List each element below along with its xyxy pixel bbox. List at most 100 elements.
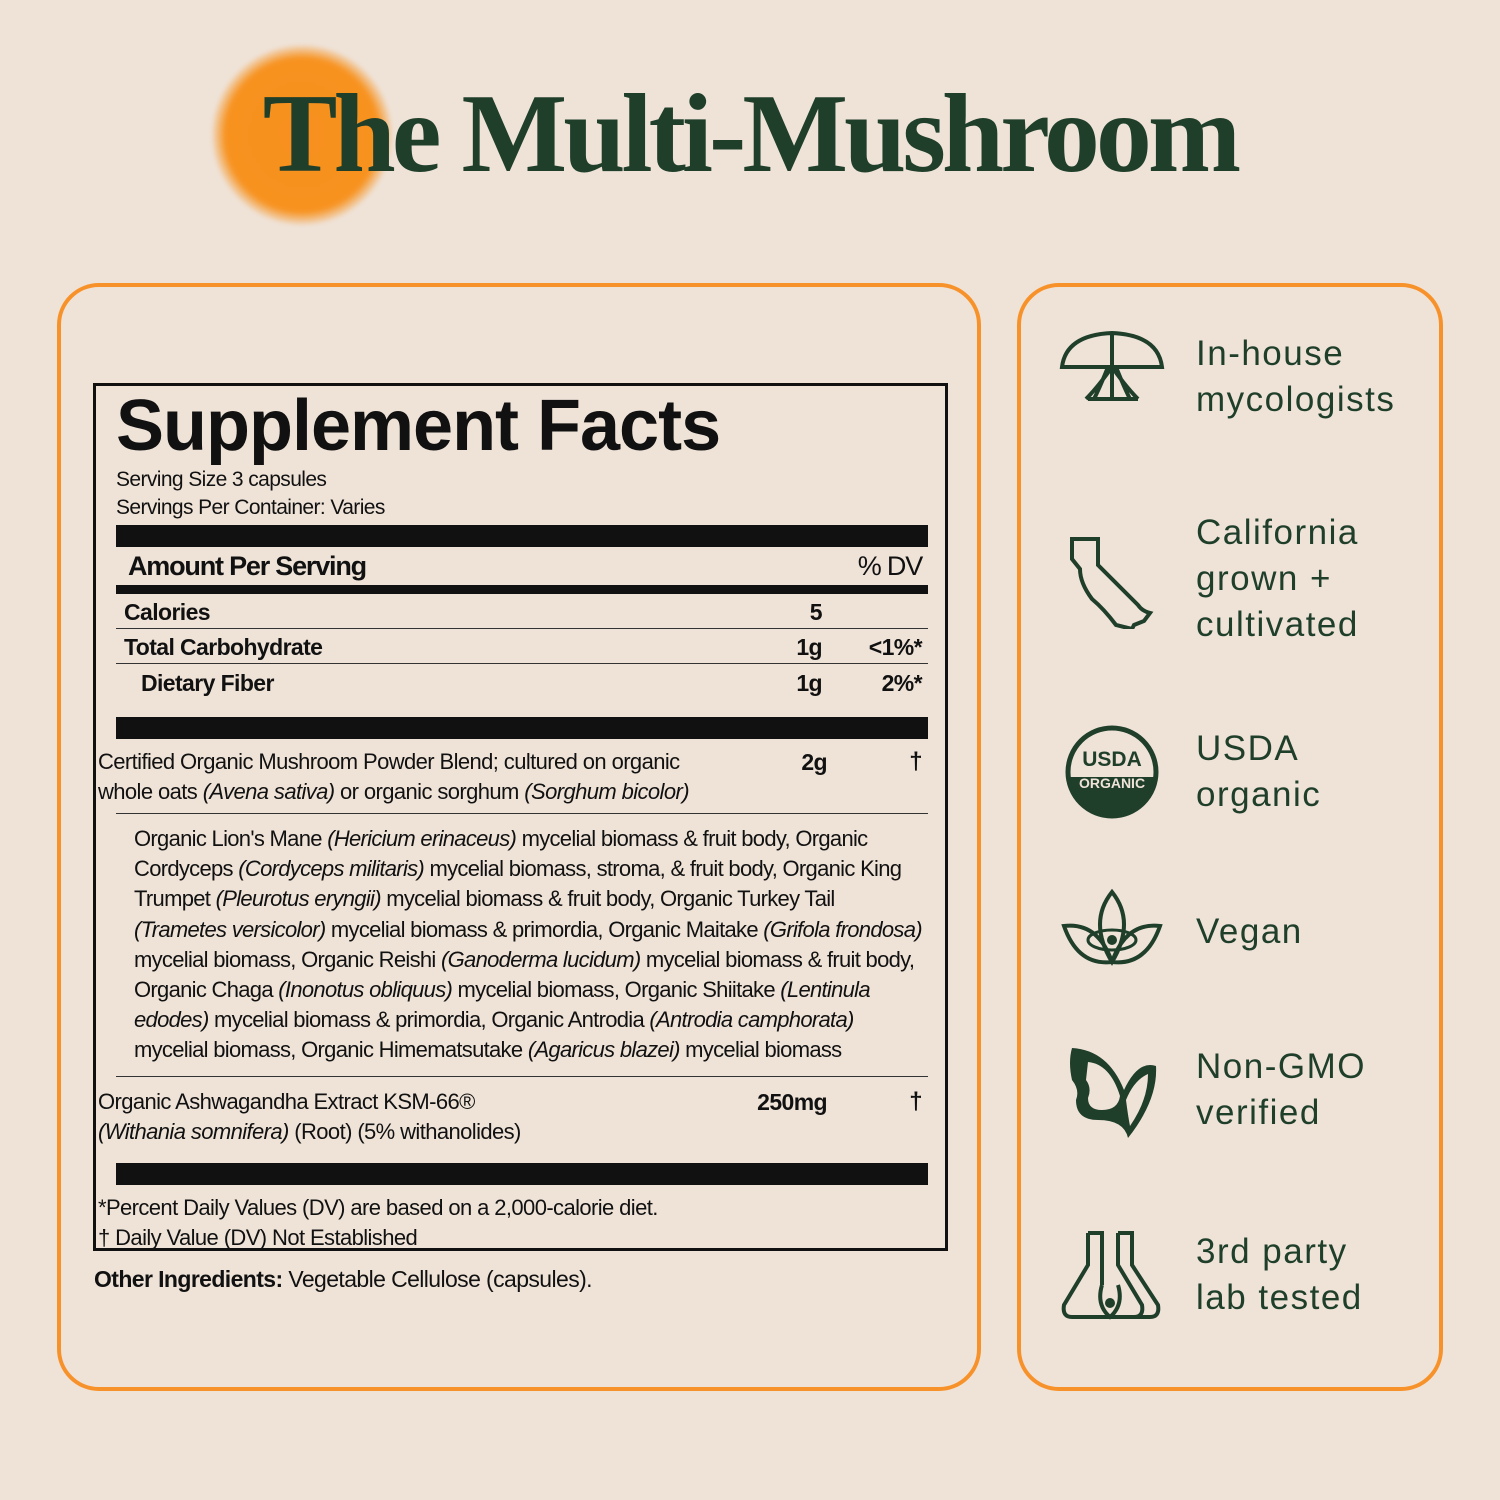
facts-row: Total Carbohydrate 1g <1%* [116,629,928,664]
other-ingredients-label: Other Ingredients: [94,1266,283,1292]
facts-row: Dietary Fiber 1g 2%* [116,664,928,699]
butterfly-icon [1070,1048,1157,1138]
features-card [1017,283,1443,1391]
feature-item: In-house mycologists [1058,327,1416,427]
divider [116,585,928,594]
svg-text:USDA: USDA [1082,748,1142,771]
servings-per-container: Servings Per Container: Varies [116,496,385,519]
svg-text:ORGANIC: ORGANIC [1079,775,1145,791]
feature-item: Vegan [1058,882,1416,982]
feature-label: California grown + cultivated [1196,510,1416,648]
text-segment: (Hericium erinaceus) [327,826,517,851]
nutrient-name: Dietary Fiber [141,670,274,696]
nutrient-dv: <1%* [868,634,923,660]
text-segment: (Sorghum bicolor) [524,779,689,804]
lotus-icon [1061,888,1163,966]
divider [116,525,928,547]
text-segment: Organic Lion's Mane [134,826,328,851]
amount-per-serving: Amount Per Serving [128,551,367,581]
blend-detail: Organic Lion's Mane (Hericium erinaceus)… [116,813,928,1077]
text-segment: mycelial biomass, stroma, & fruit body, … [134,856,902,912]
feature-label-line: mycologists [1196,380,1396,419]
ashwagandha-row: Organic Ashwagandha Extract KSM-66® (With… [98,1077,928,1153]
footnote-dv: *Percent Daily Values (DV) are based on … [98,1194,658,1220]
feature-label-line: organic [1196,775,1322,814]
feature-label-line: lab tested [1196,1278,1363,1317]
text-segment: (Ganoderma lucidum) [441,946,641,972]
text-segment: (Antrodia camphorata) [649,1007,854,1033]
dv-header: % DV [857,551,923,581]
supplement-card [57,283,981,1391]
feature-label-line: verified [1196,1093,1321,1132]
text-segment: mycelial biomass & fruit body, Organic C… [134,826,868,882]
feature-label: Non-GMO verified [1196,1044,1416,1136]
ashwagandha-dv: † [909,1087,922,1115]
feature-label-line: grown + [1196,559,1332,598]
feature-item: Non-GMO verified [1058,1040,1416,1140]
feature-label-line: 3rd party [1196,1232,1348,1271]
other-ingredients-value: Vegetable Cellulose (capsules). [282,1266,592,1292]
feature-label: In-house mycologists [1196,331,1416,423]
footnote-dagger: † Daily Value (DV) Not Established [98,1224,418,1250]
text-segment: (Lentinula edodes) [134,977,871,1033]
nutrient-amount: 5 [809,599,823,625]
feature-label: USDA organic [1196,726,1416,818]
feature-label: Vegan [1196,909,1416,955]
serving-size: Serving Size 3 capsules [116,468,327,491]
feature-label-line: cultivated [1196,605,1359,644]
text-segment: mycelial biomass, Organic Reishi [134,946,442,972]
facts-heading: Supplement Facts [116,386,721,466]
page-title: The Multi-Mushroom [262,72,1241,196]
amount-header: Amount Per Serving % DV [116,547,928,585]
feature-label-line: Vegan [1196,912,1303,951]
feature-label: 3rd party lab tested [1196,1229,1416,1321]
feature-label-line: In-house [1196,334,1345,373]
text-segment: (Cordyceps militaris) [238,856,425,882]
text-segment: (Trametes versicolor) [134,916,326,942]
text-segment: mycelial biomass [679,1037,842,1063]
other-ingredients: Other Ingredients: Vegetable Cellulose (… [94,1266,593,1293]
text-segment: Certified Organic Mushroom Powder Blend;… [98,749,680,804]
text-segment: (Withania somnifera) [98,1118,289,1144]
nutrient-name: Calories [124,599,211,625]
usda-organic-seal-icon: USDA ORGANIC [1065,725,1159,819]
blend-name: Certified Organic Mushroom Powder Blend;… [98,747,727,807]
divider [116,1162,928,1185]
feature-item: USDA ORGANIC USDA organic [1058,722,1416,822]
text-segment: (Grifola frondosa) [763,916,922,942]
text-segment: mycelial biomass & fruit body, Organic C… [134,946,915,1003]
feature-label-line: California [1196,513,1359,552]
supplement-facts-label: Supplement Facts Serving Size 3 capsules… [93,383,948,1251]
text-segment: mycelial biomass & primordia, Organic An… [208,1007,650,1033]
ashwagandha-name: Organic Ashwagandha Extract KSM-66® (With… [98,1087,727,1147]
blend-row: Certified Organic Mushroom Powder Blend;… [98,739,928,813]
ashwagandha-amount: 250mg [757,1088,827,1115]
text-segment: (Agaricus blazei) [527,1037,681,1063]
blend-amount: 2g [801,749,827,775]
nutrient-amount: 1g [796,634,822,660]
flask-icon [1061,1231,1161,1320]
text-segment: (Root) (5% withanolides) [288,1118,521,1144]
text-segment: (Inonotus obliquus) [278,977,453,1003]
text-segment: mycelial biomass & primordia, Organic Ma… [325,916,764,942]
sun-decoration [212,45,392,225]
feature-label-line: Non-GMO [1196,1047,1366,1086]
blend-dv: † [909,748,922,775]
feature-label-line: USDA [1196,729,1300,768]
facts-row: Calories 5 [116,594,928,629]
feature-item: 3rd party lab tested [1058,1225,1416,1325]
nutrient-amount: 1g [796,670,822,696]
text-segment: mycelial biomass & fruit body, Organic T… [380,886,835,912]
nutrient-dv: 2%* [881,670,923,696]
text-segment: mycelial biomass, Organic Himematsutake [134,1037,528,1063]
text-segment: or organic sorghum [334,779,525,804]
text-segment: (Avena sativa) [202,779,335,804]
feature-item: California grown + cultivated [1058,510,1416,648]
mushroom-tree-icon [1059,330,1165,401]
california-icon [1070,537,1154,629]
text-segment: Organic Ashwagandha Extract KSM-66® [98,1088,475,1114]
text-segment: (Pleurotus eryngii) [215,886,382,912]
nutrient-name: Total Carbohydrate [124,634,323,660]
divider [116,717,928,739]
text-segment: mycelial biomass, Organic Shiitake [452,977,781,1003]
